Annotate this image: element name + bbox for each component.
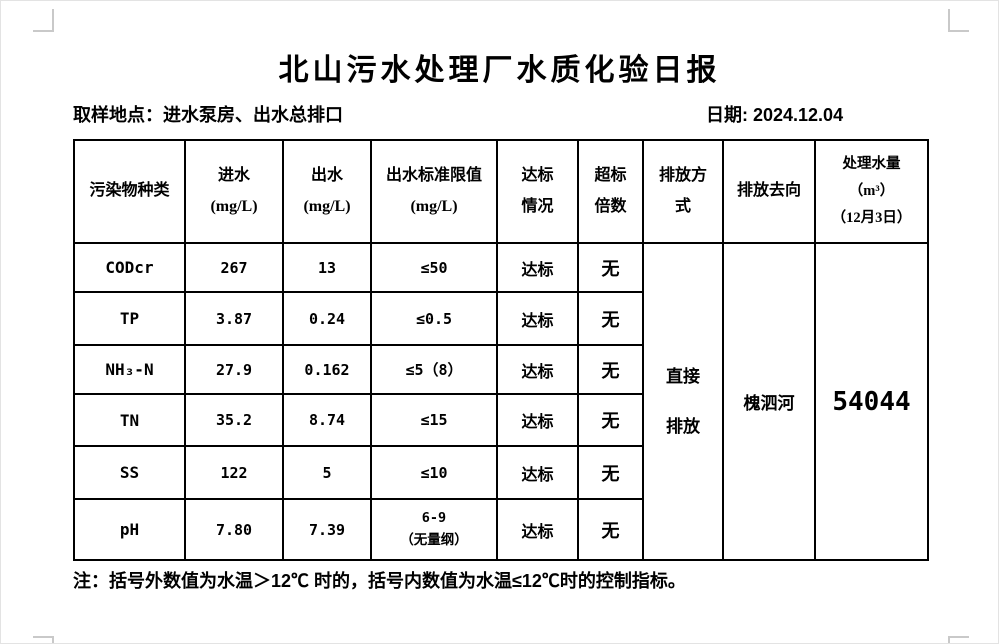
page-margin-mark-top-right — [948, 9, 969, 32]
exceed-value: 无 — [577, 242, 644, 293]
treated-volume-cell: 54044 — [814, 242, 929, 561]
header-effluent-limit: 出水标准限值 (mg/L) — [370, 139, 498, 244]
page-title: 北山污水处理厂水质化验日报 — [278, 54, 721, 87]
status-value: 达标 — [496, 242, 579, 293]
exceed-value: 无 — [577, 291, 644, 346]
limit-value: ≤15 — [370, 393, 498, 447]
footnote: 注：括号外数值为水温＞12℃ 时的，括号内数值为水温≤12℃时的控制指标。 — [73, 571, 686, 591]
status-value: 达标 — [496, 291, 579, 346]
influent-value: 3.87 — [184, 291, 284, 346]
sampling-location-label: 取样地点：进水泵房、出水总排口 — [73, 105, 343, 125]
limit-value: ≤5（8） — [370, 344, 498, 395]
header-exceedance-multiple: 超标 倍数 — [577, 139, 644, 244]
page-margin-mark-bottom-right — [948, 636, 969, 643]
header-influent: 进水 (mg/L) — [184, 139, 284, 244]
status-value: 达标 — [496, 445, 579, 500]
discharge-destination-cell: 槐泗河 — [722, 242, 816, 561]
table-row: pH 7.80 7.39 6-9 （无量纲） 达标 无 — [73, 498, 928, 561]
influent-value: 27.9 — [184, 344, 284, 395]
effluent-value: 0.162 — [282, 344, 372, 395]
influent-value: 35.2 — [184, 393, 284, 447]
limit-value: ≤50 — [370, 242, 498, 293]
report-date-label: 日期: 2024.12.04 — [706, 105, 844, 125]
table-row: TN 35.2 8.74 ≤15 达标 无 — [73, 393, 928, 447]
table-row: NH₃-N 27.9 0.162 ≤5（8） 达标 无 — [73, 344, 928, 395]
status-value: 达标 — [496, 344, 579, 395]
effluent-value: 13 — [282, 242, 372, 293]
exceed-value: 无 — [577, 445, 644, 500]
page-margin-mark-top-left — [33, 9, 54, 32]
pollutant-cell: SS — [73, 445, 186, 500]
pollutant-cell: NH₃-N — [73, 344, 186, 395]
page-margin-mark-bottom-left — [33, 636, 54, 643]
water-quality-table: 污染物种类 进水 (mg/L) 出水 (mg/L) 出水标准限值 (mg/L) … — [73, 139, 929, 561]
table-row: TP 3.87 0.24 ≤0.5 达标 无 — [73, 291, 928, 346]
table-row: SS 122 5 ≤10 达标 无 — [73, 445, 928, 500]
exceed-value: 无 — [577, 393, 644, 447]
effluent-value: 7.39 — [282, 498, 372, 561]
influent-value: 267 — [184, 242, 284, 293]
header-compliance-status: 达标 情况 — [496, 139, 579, 244]
exceed-value: 无 — [577, 344, 644, 395]
pollutant-cell: TP — [73, 291, 186, 346]
meta-row: 取样地点：进水泵房、出水总排口 日期: 2024.12.04 — [73, 101, 931, 127]
header-discharge-mode: 排放方 式 — [642, 139, 724, 244]
table-row: CODcr 267 13 ≤50 达标 无 直接 排放 槐泗河 54044 — [73, 242, 929, 561]
limit-value: 6-9 （无量纲） — [370, 498, 498, 561]
pollutant-cell: TN — [73, 393, 186, 447]
header-pollutant-type: 污染物种类 — [73, 139, 186, 244]
status-value: 达标 — [496, 393, 579, 447]
status-value: 达标 — [496, 498, 579, 561]
limit-value: ≤10 — [370, 445, 498, 500]
pollutant-cell: pH — [73, 498, 186, 561]
influent-value: 7.80 — [184, 498, 284, 561]
effluent-value: 8.74 — [282, 393, 372, 447]
limit-value: ≤0.5 — [370, 291, 498, 346]
table-header-row: 污染物种类 进水 (mg/L) 出水 (mg/L) 出水标准限值 (mg/L) … — [73, 139, 929, 244]
header-treated-volume: 处理水量 （m³） （12月3日） — [814, 139, 929, 244]
effluent-value: 5 — [282, 445, 372, 500]
pollutant-cell: CODcr — [73, 242, 186, 293]
header-effluent: 出水 (mg/L) — [282, 139, 372, 244]
effluent-value: 0.24 — [282, 291, 372, 346]
discharge-mode-cell: 直接 排放 — [642, 242, 724, 561]
exceed-value: 无 — [577, 498, 644, 561]
influent-value: 122 — [184, 445, 284, 500]
header-discharge-destination: 排放去向 — [722, 139, 816, 244]
